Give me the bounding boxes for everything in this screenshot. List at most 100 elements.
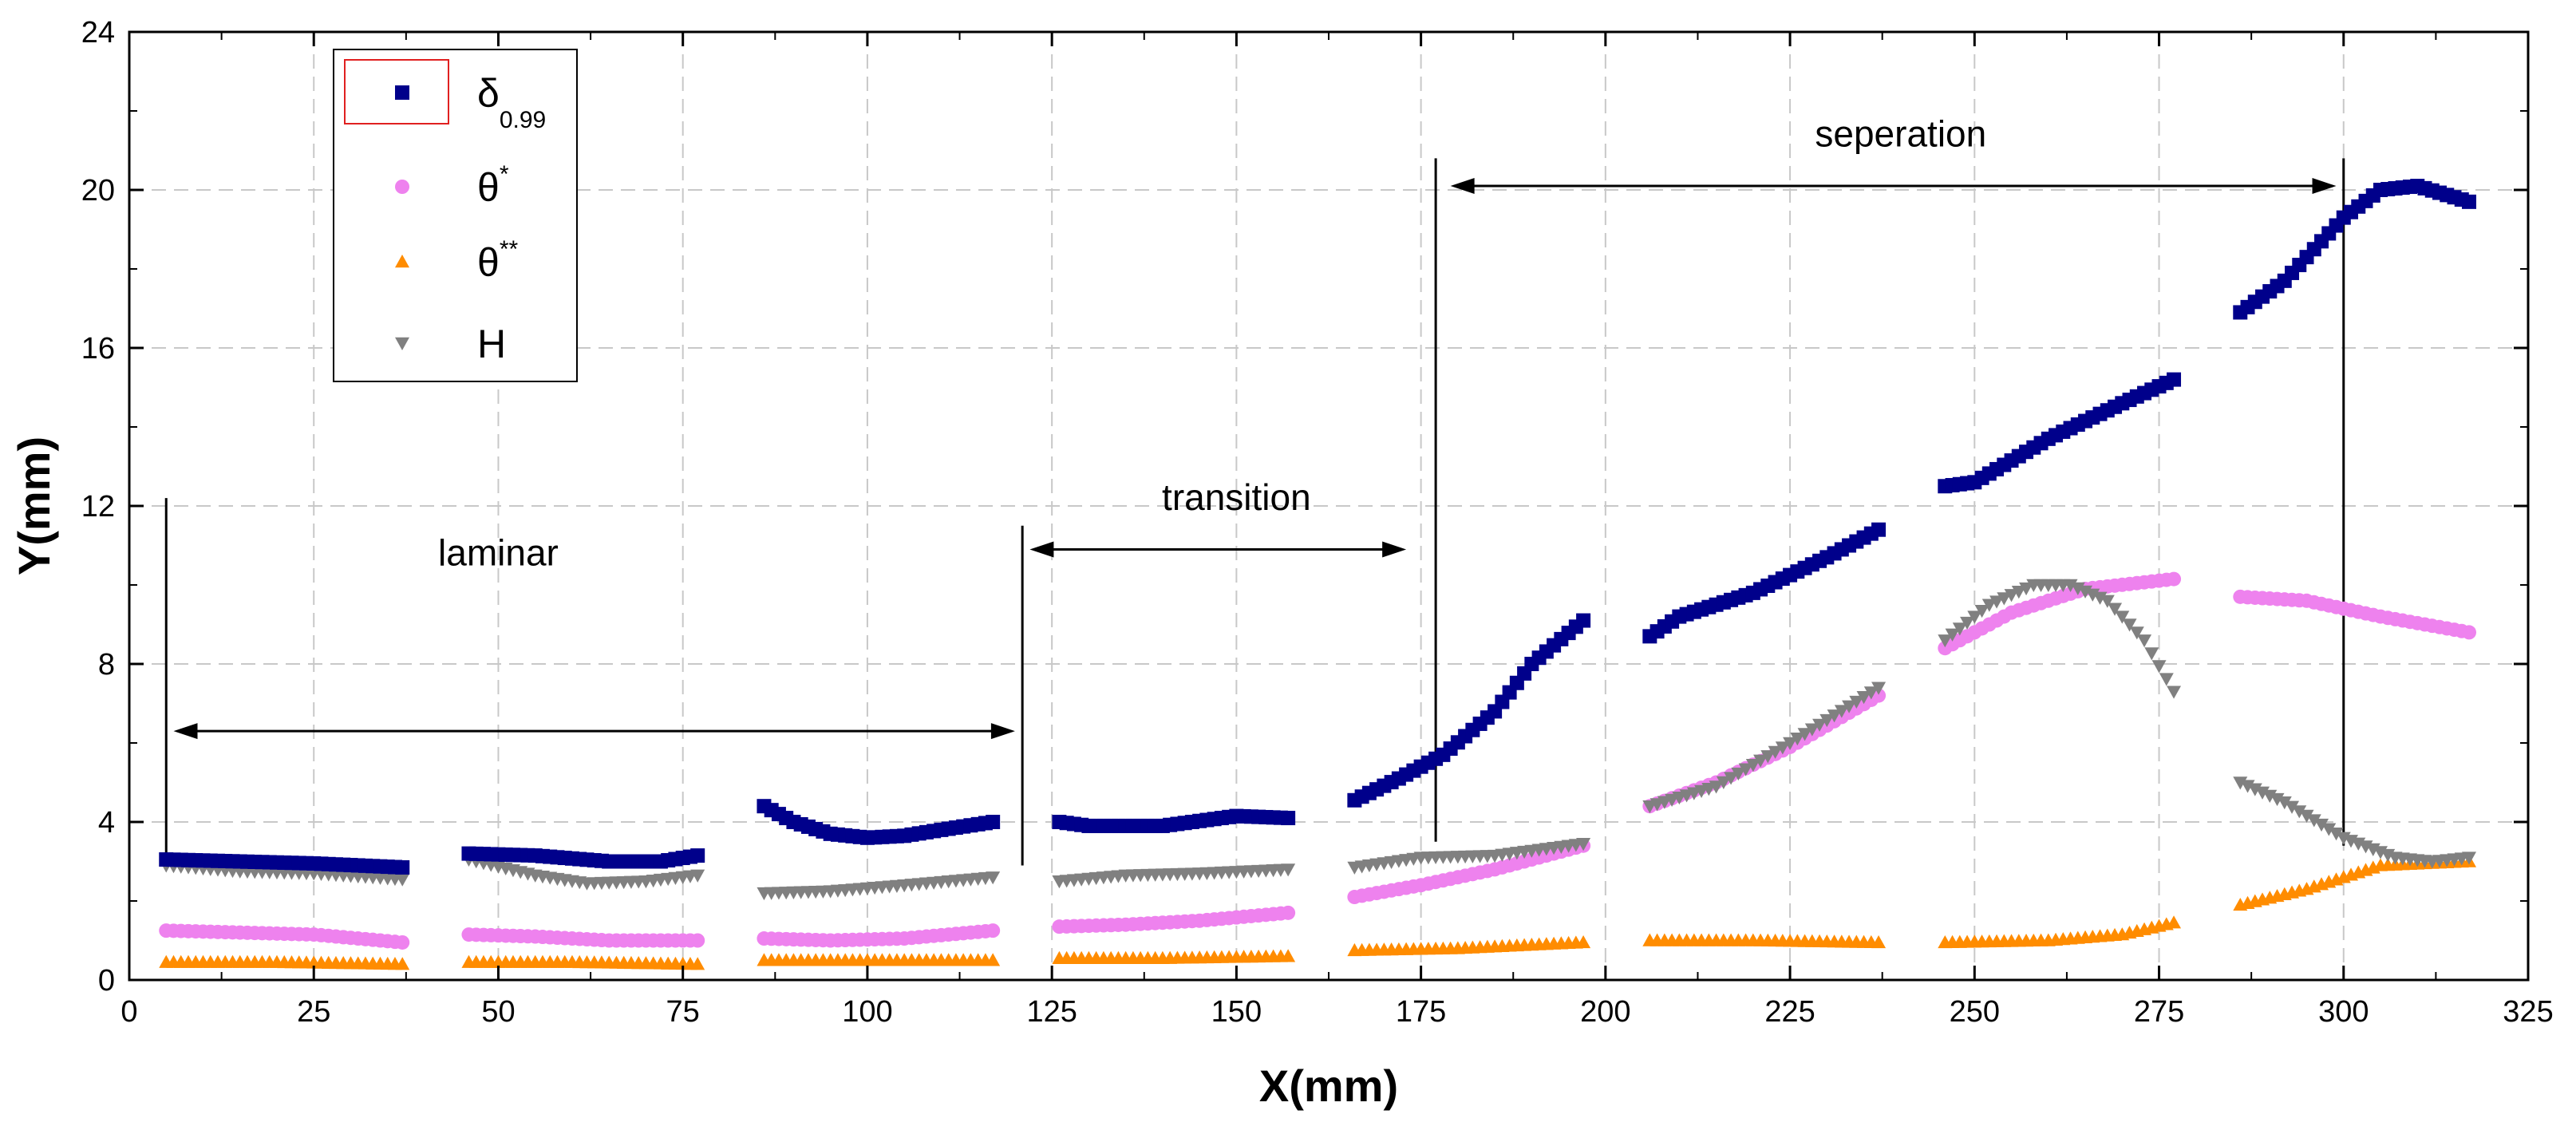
legend-superscript: * — [500, 161, 509, 188]
data-point — [2137, 634, 2152, 648]
data-point — [2462, 625, 2477, 640]
data-point — [2122, 618, 2137, 632]
data-point — [395, 873, 410, 887]
data-point — [2159, 673, 2174, 686]
x-tick-label: 225 — [1764, 995, 1815, 1029]
data-point — [1812, 718, 1827, 732]
y-tick-label: 12 — [81, 490, 115, 524]
data-point — [1745, 759, 1760, 772]
data-point — [1709, 780, 1724, 794]
x-tick-labels: 0 25 50 75 100 125 150 175 200 225 250 275 300 325 — [121, 995, 2553, 1029]
x-tick-label: 200 — [1580, 995, 1630, 1029]
data-point — [2285, 800, 2300, 814]
legend-marker — [395, 180, 409, 194]
data-point — [690, 933, 705, 948]
y-tick-label: 16 — [81, 332, 115, 365]
data-point — [690, 957, 705, 970]
arrow-head-right — [990, 723, 1015, 740]
data-point — [1281, 905, 1296, 920]
data-point — [2129, 626, 2144, 640]
x-tick-label: 100 — [842, 995, 892, 1029]
data-point — [2144, 647, 2159, 661]
x-tick-label: 25 — [297, 995, 330, 1029]
data-point — [690, 848, 705, 863]
x-tick-label: 175 — [1396, 995, 1446, 1029]
series-1 — [159, 571, 2477, 950]
data-point — [1797, 728, 1812, 741]
y-tick-label: 0 — [98, 964, 115, 998]
data-point — [1834, 705, 1849, 718]
y-tick-label: 20 — [81, 174, 115, 207]
x-tick-label: 300 — [2318, 995, 2369, 1029]
x-tick-label: 0 — [121, 995, 137, 1029]
arrow-head-left — [173, 723, 198, 740]
series-0 — [159, 179, 2477, 875]
x-tick-label: 50 — [481, 995, 515, 1029]
data-point — [1967, 610, 1982, 624]
data-point — [1716, 776, 1731, 790]
data-point — [2167, 915, 2182, 929]
data-point — [1738, 763, 1753, 776]
data-point — [1281, 949, 1296, 962]
data-point — [1856, 691, 1871, 705]
data-point — [2306, 814, 2321, 828]
arrow-head-right — [2312, 178, 2337, 195]
data-point — [1827, 709, 1842, 723]
gridlines — [129, 32, 2528, 980]
data-point — [1768, 745, 1783, 759]
x-tick-label: 150 — [1211, 995, 1262, 1029]
data-point — [2167, 686, 2182, 699]
data-point — [1576, 934, 1591, 949]
data-point — [1952, 622, 1967, 636]
legend-superscript: ** — [500, 236, 519, 263]
data-point — [2115, 610, 2130, 624]
data-point — [395, 957, 410, 970]
data-point — [1960, 616, 1975, 630]
data-point — [2321, 823, 2337, 836]
x-tick-label: 125 — [1026, 995, 1077, 1029]
data-point — [2292, 805, 2307, 819]
data-point — [690, 869, 705, 883]
data-point — [2100, 595, 2115, 608]
data-point — [2233, 776, 2248, 790]
legend-subscript: 0.99 — [500, 107, 546, 133]
data-point — [2108, 603, 2123, 616]
legend-selection-box — [344, 59, 449, 124]
data-point — [1281, 863, 1296, 877]
data-point — [1724, 772, 1739, 785]
data-point — [1842, 700, 1857, 713]
region-labels: laminar transition seperation — [438, 113, 1986, 574]
data-point — [395, 934, 410, 950]
arrow-head-left — [1450, 178, 1475, 195]
x-axis-title: X(mm) — [1259, 1061, 1398, 1111]
region-label: laminar — [438, 531, 559, 573]
data-point — [2240, 780, 2255, 793]
data-point — [2004, 589, 2019, 603]
data-point — [1989, 595, 2005, 609]
legend-label: H — [477, 322, 506, 366]
data-point — [986, 923, 1001, 938]
region-arrows — [173, 178, 2337, 740]
region-label: transition — [1162, 476, 1311, 518]
legend-marker — [395, 255, 409, 268]
data-point — [395, 859, 410, 875]
data-point — [1576, 613, 1591, 628]
data-point — [1281, 811, 1296, 826]
data-point — [986, 815, 1001, 829]
data-point — [986, 953, 1001, 966]
x-tick-label: 250 — [1950, 995, 2000, 1029]
data-point — [1804, 723, 1819, 737]
data-point — [2314, 818, 2329, 832]
data-point — [1760, 750, 1776, 764]
x-tick-label: 325 — [2503, 995, 2553, 1029]
data-point — [1753, 754, 1768, 768]
data-point — [986, 871, 1001, 885]
legend-marker — [395, 337, 409, 350]
legend-box — [333, 49, 578, 382]
data-point — [2262, 789, 2278, 803]
data-point — [1974, 604, 1989, 618]
data-point — [2247, 783, 2262, 796]
data-point — [2277, 796, 2292, 810]
data-point — [1790, 733, 1805, 746]
data-point — [2462, 194, 2477, 209]
